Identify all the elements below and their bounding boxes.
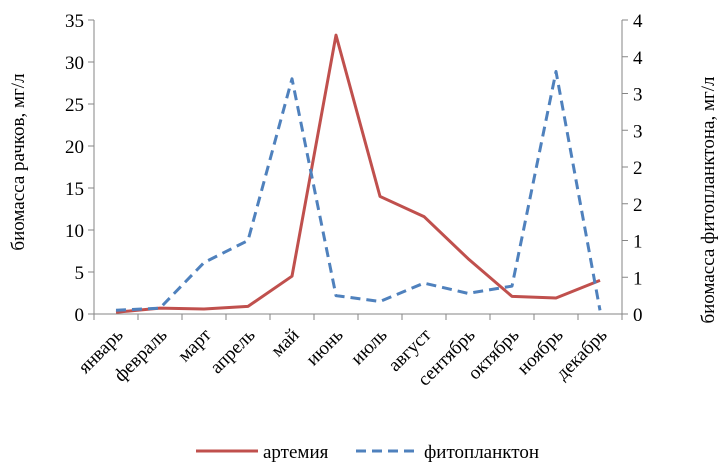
y-axis-right-label: биомасса фитопланктона, мг/л	[698, 76, 719, 324]
y-left-tick-label: 35	[65, 11, 84, 32]
series-layer	[115, 33, 602, 314]
y-left-tick-label: 5	[75, 263, 85, 284]
y-right-tick-label: 3	[633, 121, 643, 142]
y-left-tick-label: 0	[75, 305, 85, 326]
y-left-tick-label: 25	[65, 95, 84, 116]
y-right-tick-label: 0	[633, 305, 643, 326]
y-left-tick-label: 30	[65, 53, 84, 74]
series-line-phytoplankton	[115, 70, 602, 312]
y-left-tick-label: 20	[65, 137, 84, 158]
y-right-tick-label: 3	[633, 85, 643, 106]
series-line-artemia	[115, 33, 601, 314]
legend-label-phytoplankton: фитопланктон	[424, 442, 539, 463]
legend-label-artemia: артемия	[263, 442, 329, 463]
x-tick-label: апрель	[206, 324, 260, 378]
y-right-tick-label: 2	[633, 158, 643, 179]
legend: артемия фитопланктон	[196, 442, 539, 463]
x-tick-label: июнь	[302, 324, 348, 370]
y-left-tick-label: 15	[65, 179, 84, 200]
y-axis-left-label: биомасса рачков, мг/л	[8, 73, 29, 251]
y-right-tick-label: 1	[633, 232, 643, 253]
y-right-tick-label: 1	[633, 268, 643, 289]
y-right-tick-label: 4	[633, 11, 643, 32]
y-right-tick-label: 4	[633, 48, 643, 69]
y-left-tick-label: 10	[65, 221, 84, 242]
y-right-tick-label: 2	[633, 195, 643, 216]
x-tick-label: май	[267, 325, 303, 361]
